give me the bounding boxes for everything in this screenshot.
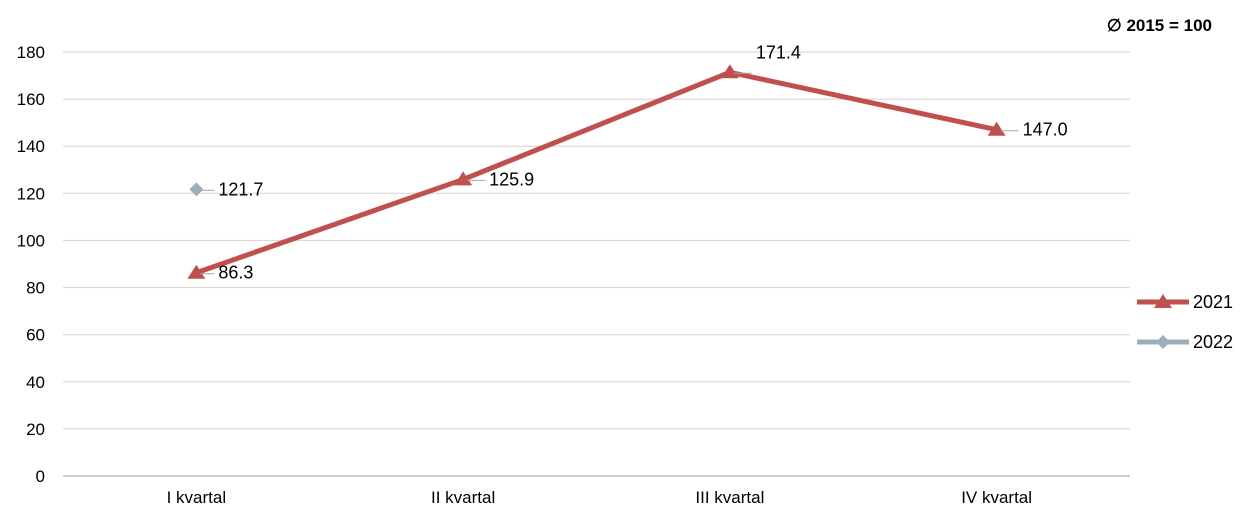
data-point-marker <box>1154 294 1172 308</box>
legend: 2021 2022 <box>1137 292 1233 352</box>
x-tick-label: II kvartal <box>431 488 495 507</box>
data-point-marker <box>189 182 204 197</box>
data-label: 86.3 <box>218 263 253 283</box>
legend-entry-label: 2022 <box>1193 332 1233 352</box>
series-layer <box>187 64 1006 279</box>
y-tick-label: 40 <box>26 373 45 392</box>
x-axis-ticks: I kvartal II kvartal III kvartal IV kvartal <box>167 488 1032 507</box>
base-period-note: ∅ 2015 = 100 <box>1107 16 1212 35</box>
series-line <box>195 69 998 276</box>
y-tick-label: 0 <box>36 467 45 486</box>
y-tick-label: 20 <box>26 420 45 439</box>
data-labels: 86.3 125.9 171.4 147.0 121.7 <box>200 42 1068 283</box>
x-tick-label: I kvartal <box>167 488 227 507</box>
y-tick-label: 180 <box>17 43 45 62</box>
y-tick-label: 140 <box>17 137 45 156</box>
y-tick-label: 120 <box>17 184 45 203</box>
data-label: 147.0 <box>1023 120 1068 140</box>
x-tick-label: III kvartal <box>695 488 764 507</box>
data-label: 121.7 <box>218 179 263 199</box>
data-point-marker <box>720 64 739 79</box>
y-tick-label: 60 <box>26 326 45 345</box>
data-point-marker <box>1156 335 1170 349</box>
data-label: 125.9 <box>489 169 534 189</box>
legend-entry-label: 2021 <box>1193 292 1233 312</box>
gridlines <box>63 51 1130 430</box>
data-label: 171.4 <box>756 42 801 62</box>
y-tick-label: 80 <box>26 279 45 298</box>
data-point-marker <box>987 121 1006 136</box>
y-axis-ticks: 0 20 40 60 80 100 120 140 160 180 <box>17 43 45 486</box>
data-point-marker <box>187 264 206 279</box>
y-tick-label: 100 <box>17 231 45 250</box>
x-tick-label: IV kvartal <box>961 488 1032 507</box>
data-point-marker <box>454 171 473 186</box>
y-tick-label: 160 <box>17 90 45 109</box>
